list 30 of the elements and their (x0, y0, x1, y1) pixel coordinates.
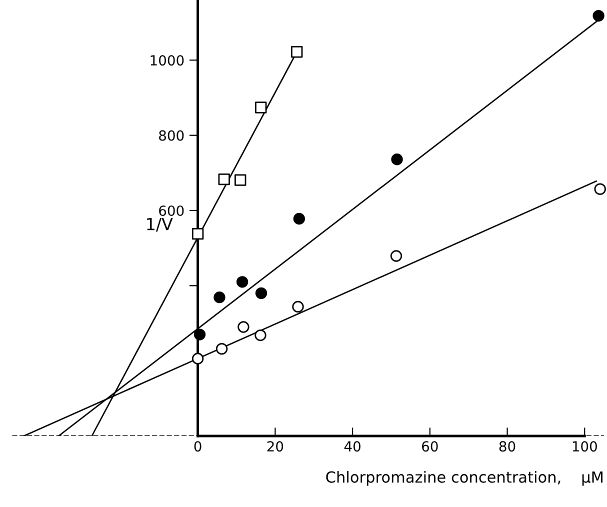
x-tick-label: 40 (344, 441, 360, 452)
point (192, 228, 204, 240)
y-tick-label: 1000 (150, 55, 184, 66)
point (194, 328, 206, 340)
x-tick-label: 20 (267, 441, 284, 452)
y-axis-title: 1/V (147, 218, 173, 232)
point (214, 291, 226, 304)
point (292, 300, 304, 313)
point (234, 174, 246, 186)
x-tick-label: 100 (572, 441, 597, 452)
point (254, 329, 266, 342)
point (293, 212, 305, 225)
point (192, 352, 204, 364)
point (592, 10, 604, 22)
point (236, 276, 248, 288)
point (594, 183, 606, 195)
point (255, 287, 268, 300)
point (255, 102, 267, 114)
y-tick-label: 800 (159, 130, 184, 141)
point (390, 250, 402, 262)
y-tick-label: 600 (159, 205, 184, 216)
x-tick-label: 60 (422, 441, 438, 452)
point (391, 154, 403, 166)
x-tick-label: 0 (194, 441, 202, 452)
point (290, 46, 303, 58)
point (218, 173, 230, 186)
point (216, 342, 228, 355)
x-axis-title: Chlorpromazine concentration, μM (326, 470, 602, 486)
point (238, 321, 250, 333)
x-tick-label: 80 (499, 441, 516, 452)
